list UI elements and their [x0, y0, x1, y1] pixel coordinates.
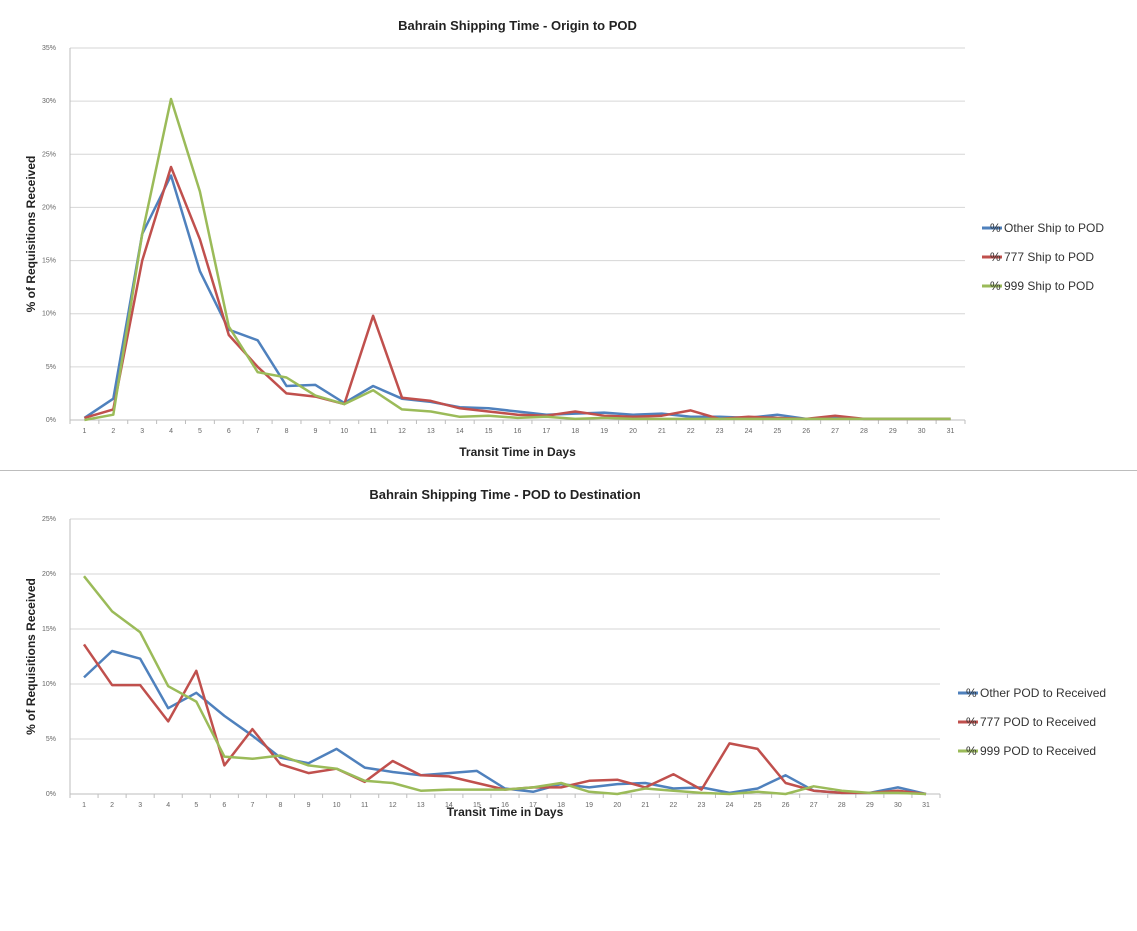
legend-label: % 777 POD to Received	[966, 715, 1096, 729]
x-tick-label: 18	[557, 802, 565, 809]
chart-title: Bahrain Shipping Time - POD to Destinati…	[369, 487, 640, 502]
x-tick-label: 17	[529, 802, 537, 809]
y-tick-label: 0%	[46, 417, 56, 424]
x-tick-label: 23	[716, 428, 724, 435]
chart-origin-to-pod: Bahrain Shipping Time - Origin to POD 0% 5…	[24, 18, 1105, 459]
x-tick-label: 12	[389, 802, 397, 809]
x-axis-label: Transit Time in Days	[447, 805, 564, 819]
x-tick-label: 13	[427, 428, 435, 435]
x-tick-label: 16	[501, 802, 509, 809]
y-tick-label: 30%	[42, 98, 56, 105]
y-tick-label: 20%	[42, 204, 56, 211]
y-tick-label: 5%	[46, 736, 56, 743]
x-tick-label: 15	[473, 802, 481, 809]
x-tick-label: 26	[782, 802, 790, 809]
x-tick-label: 7	[250, 802, 254, 809]
legend-label: % Other Ship to POD	[990, 221, 1104, 235]
chart-pod-to-destination-svg: Bahrain Shipping Time - POD to Destinati…	[24, 487, 1106, 819]
y-tick-label: 20%	[42, 571, 56, 578]
x-tick-label: 20	[629, 428, 637, 435]
x-tick-label: 31	[922, 802, 930, 809]
x-tick-label: 27	[810, 802, 818, 809]
x-tick-label: 1	[82, 802, 86, 809]
x-tick-label: 12	[398, 428, 406, 435]
x-tick-label: 16	[514, 428, 522, 435]
x-tick-label: 23	[698, 802, 706, 809]
x-tick-label: 6	[227, 428, 231, 435]
legend-label: % 999 Ship to POD	[990, 279, 1094, 293]
chart-origin-to-pod-svg: Bahrain Shipping Time - Origin to POD 0% 5…	[24, 18, 1104, 459]
y-tick-label: 35%	[42, 45, 56, 52]
y-tick-label: 15%	[42, 626, 56, 633]
y-tick-label: 10%	[42, 681, 56, 688]
x-tick-label: 1	[82, 428, 86, 435]
x-tick-label: 29	[866, 802, 874, 809]
y-axis-label: % of Requisitions Received	[24, 578, 38, 735]
x-tick-label: 3	[140, 428, 144, 435]
x-tick-label: 27	[831, 428, 839, 435]
x-tick-label: 9	[313, 428, 317, 435]
x-tick-label: 26	[802, 428, 810, 435]
x-tick-label: 11	[361, 802, 368, 809]
legend-label: % 999 POD to Received	[966, 744, 1096, 758]
x-tick-label: 18	[571, 428, 579, 435]
x-tick-label: 8	[285, 428, 289, 435]
x-tick-label: 5	[194, 802, 198, 809]
series-line-1	[83, 174, 951, 421]
x-tick-label: 24	[745, 428, 753, 435]
x-tick-label: 13	[417, 802, 425, 809]
x-tick-label: 25	[754, 802, 762, 809]
x-tick-label: 3	[138, 802, 142, 809]
x-tick-label: 25	[773, 428, 781, 435]
x-axis-label: Transit Time in Days	[459, 445, 576, 459]
x-tick-label: 15	[485, 428, 493, 435]
x-tick-label: 28	[860, 428, 868, 435]
y-tick-label: 10%	[42, 311, 56, 318]
x-tick-label: 19	[585, 802, 593, 809]
x-tick-label: 5	[198, 428, 202, 435]
x-tick-label: 14	[456, 428, 464, 435]
x-tick-label: 30	[894, 802, 902, 809]
series-line-3	[83, 575, 927, 796]
x-tick-label: 6	[222, 802, 226, 809]
x-tick-label: 10	[340, 428, 348, 435]
chart-pod-to-destination: Bahrain Shipping Time - POD to Destinati…	[0, 470, 1137, 931]
series-line-2	[82, 643, 927, 796]
x-tick-label: 4	[166, 802, 170, 809]
x-tick-label: 24	[726, 802, 734, 809]
x-tick-label: 14	[445, 802, 453, 809]
x-tick-label: 10	[333, 802, 341, 809]
x-tick-label: 20	[613, 802, 621, 809]
y-tick-label: 15%	[42, 258, 56, 265]
x-tick-label: 22	[687, 428, 695, 435]
x-tick-label: 22	[669, 802, 677, 809]
x-tick-label: 9	[307, 802, 311, 809]
legend-label: % 777 Ship to POD	[990, 250, 1094, 264]
x-tick-label: 11	[370, 428, 377, 435]
x-tick-label: 17	[542, 428, 550, 435]
x-tick-label: 19	[600, 428, 608, 435]
x-tick-label: 8	[279, 802, 283, 809]
x-tick-label: 2	[110, 802, 114, 809]
y-tick-label: 25%	[42, 516, 56, 523]
series-line-3	[84, 97, 951, 422]
x-tick-label: 30	[918, 428, 926, 435]
x-tick-label: 2	[111, 428, 115, 435]
series-line-2	[84, 165, 951, 421]
x-tick-label: 21	[641, 802, 649, 809]
x-tick-label: 28	[838, 802, 846, 809]
series-line-1	[83, 649, 927, 796]
legend-label: % Other POD to Received	[966, 686, 1106, 700]
x-tick-label: 7	[256, 428, 260, 435]
x-tick-label: 4	[169, 428, 173, 435]
y-tick-label: 5%	[46, 364, 56, 371]
x-tick-label: 31	[947, 428, 955, 435]
x-tick-label: 29	[889, 428, 897, 435]
y-tick-label: 25%	[42, 151, 56, 158]
y-tick-label: 0%	[46, 791, 56, 798]
y-axis-label: % of Requisitions Received	[24, 156, 38, 313]
x-tick-label: 21	[658, 428, 666, 435]
chart-title: Bahrain Shipping Time - Origin to POD	[398, 18, 637, 33]
